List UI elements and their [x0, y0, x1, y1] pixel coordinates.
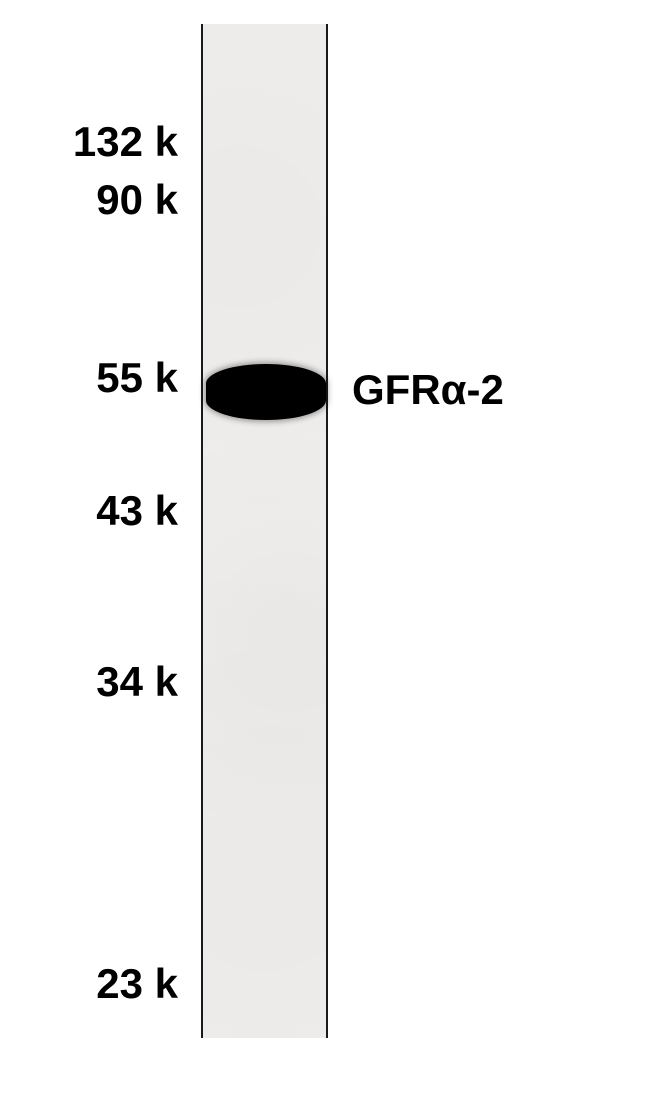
marker-23k: 23 k	[96, 960, 178, 1008]
protein-band	[206, 364, 326, 420]
marker-43k: 43 k	[96, 487, 178, 535]
marker-90k: 90 k	[96, 176, 178, 224]
blot-lane	[201, 24, 328, 1038]
marker-132k: 132 k	[73, 118, 178, 166]
protein-label-gfra2: GFRα-2	[352, 366, 504, 414]
marker-55k: 55 k	[96, 354, 178, 402]
marker-34k: 34 k	[96, 658, 178, 706]
